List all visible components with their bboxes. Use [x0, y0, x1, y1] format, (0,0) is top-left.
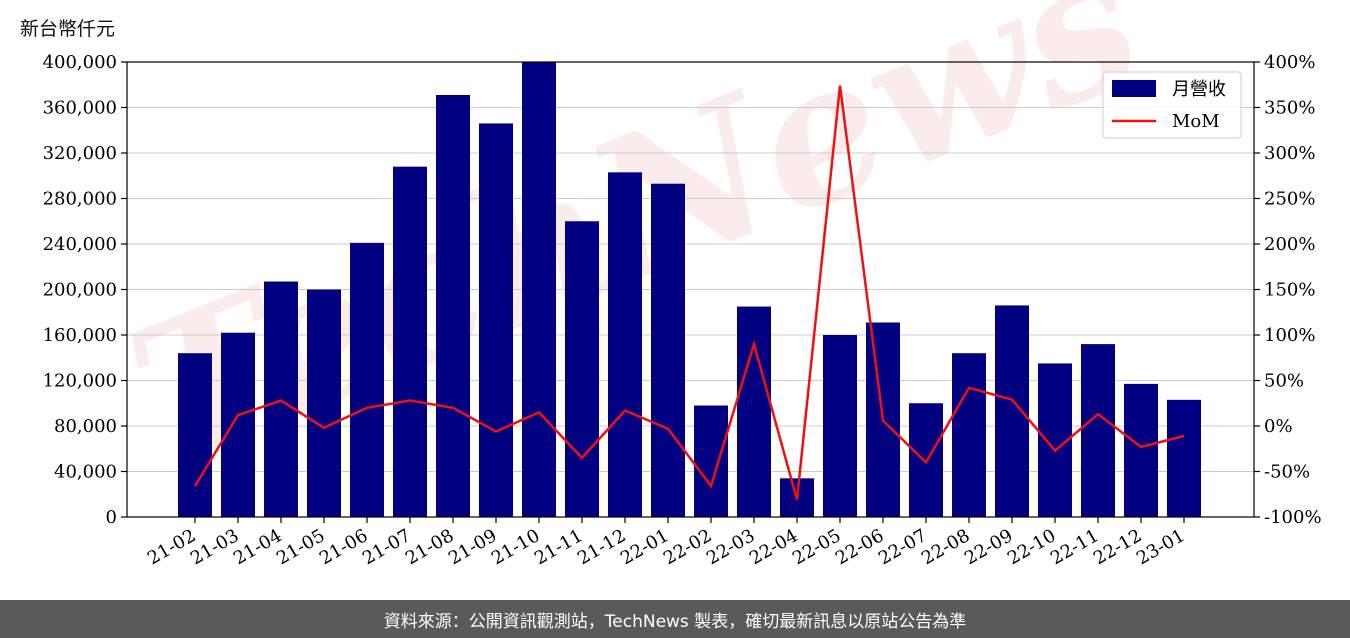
bar-21-11	[565, 221, 599, 517]
x-tick-label: 21-10	[488, 525, 543, 569]
x-tick-label: 22-12	[1090, 525, 1145, 569]
y-right-tick-label: 50%	[1264, 371, 1304, 392]
y-right-tick-label: 100%	[1264, 325, 1315, 346]
bar-series	[178, 62, 1201, 518]
bar-22-11	[1081, 344, 1115, 517]
x-tick-label: 22-03	[703, 525, 758, 569]
x-tick-label: 21-03	[187, 525, 242, 569]
x-tick-label: 22-05	[789, 525, 844, 569]
bar-22-12	[1124, 383, 1158, 517]
bar-21-05	[307, 289, 341, 517]
bar-21-09	[479, 123, 513, 518]
y-right-tick-label: 250%	[1264, 189, 1315, 210]
x-tick-label: 22-04	[746, 525, 801, 569]
y-left-tick-label: 400,000	[43, 52, 117, 73]
bar-21-03	[221, 332, 255, 517]
bar-22-08	[952, 353, 986, 517]
mom-series	[193, 85, 1185, 501]
x-tick-label: 22-10	[1004, 525, 1059, 569]
y-right-tick-label: 400%	[1264, 52, 1315, 73]
bar-22-03	[737, 306, 771, 517]
x-tick-label: 22-06	[832, 525, 887, 569]
x-tick-label: 22-07	[875, 525, 930, 569]
y-left-tick-label: 320,000	[43, 143, 117, 164]
y-left-tick-label: 200,000	[43, 280, 117, 301]
y-left-tick-label: 120,000	[43, 371, 117, 392]
source-footer: 資料來源：公開資訊觀測站，TechNews 製表，確切最新訊息以原站公告為準	[0, 600, 1350, 638]
legend-line-label: MoM	[1172, 111, 1220, 132]
y-right-tick-label: 150%	[1264, 280, 1315, 301]
x-tick-label: 21-09	[445, 525, 500, 569]
y-right-tick-label: -50%	[1264, 462, 1310, 483]
y-left-tick-label: 80,000	[54, 416, 117, 437]
y-right-tick-label: 0%	[1264, 416, 1293, 437]
x-tick-label: 21-11	[531, 525, 586, 569]
mom-line	[193, 85, 1185, 501]
bar-22-05	[823, 335, 857, 517]
y-left-tick-label: 0	[106, 507, 117, 528]
chart: TechNews 040,00080,000120,000160,000200,…	[43, 0, 1322, 569]
x-tick-label: 21-06	[316, 525, 371, 569]
bar-21-02	[178, 353, 212, 517]
y-left-tick-label: 240,000	[43, 234, 117, 255]
legend: 月營收 MoM	[1102, 71, 1242, 139]
bar-21-08	[436, 94, 470, 518]
bar-22-02	[694, 405, 728, 517]
y-right-tick-label: 350%	[1264, 98, 1315, 119]
x-tick-label: 22-01	[617, 525, 672, 569]
y-right-tick-label: 300%	[1264, 143, 1315, 164]
bar-21-12	[608, 172, 642, 517]
x-tick-label: 23-01	[1133, 525, 1188, 569]
y-left-tick-label: 40,000	[54, 462, 117, 483]
legend-bar-label: 月營收	[1172, 79, 1226, 100]
y-left-tick-label: 160,000	[43, 325, 117, 346]
bar-21-07	[393, 166, 427, 517]
bar-23-01	[1167, 399, 1201, 517]
x-tick-label: 21-05	[273, 525, 328, 569]
x-tick-label: 22-08	[918, 525, 973, 569]
legend-bar-swatch	[1112, 80, 1156, 97]
y-right-tick-label: 200%	[1264, 234, 1315, 255]
bar-22-09	[995, 305, 1029, 517]
y-right-tick-label: -100%	[1264, 507, 1322, 528]
x-tick-label: 22-02	[660, 525, 715, 569]
x-tick-label: 21-08	[402, 525, 457, 569]
y-left-tick-label: 360,000	[43, 98, 117, 119]
bar-21-10	[522, 62, 556, 517]
x-tick-label: 21-07	[359, 525, 414, 569]
x-tick-label: 21-12	[574, 525, 629, 569]
x-tick-label: 21-02	[144, 525, 199, 569]
x-tick-label: 22-09	[961, 525, 1016, 569]
bar-22-01	[651, 183, 685, 517]
unit-label: 新台幣仟元	[20, 18, 116, 40]
x-tick-label: 22-11	[1047, 525, 1102, 569]
y-left-tick-label: 280,000	[43, 189, 117, 210]
bar-21-06	[350, 242, 384, 518]
x-tick-label: 21-04	[230, 525, 285, 569]
